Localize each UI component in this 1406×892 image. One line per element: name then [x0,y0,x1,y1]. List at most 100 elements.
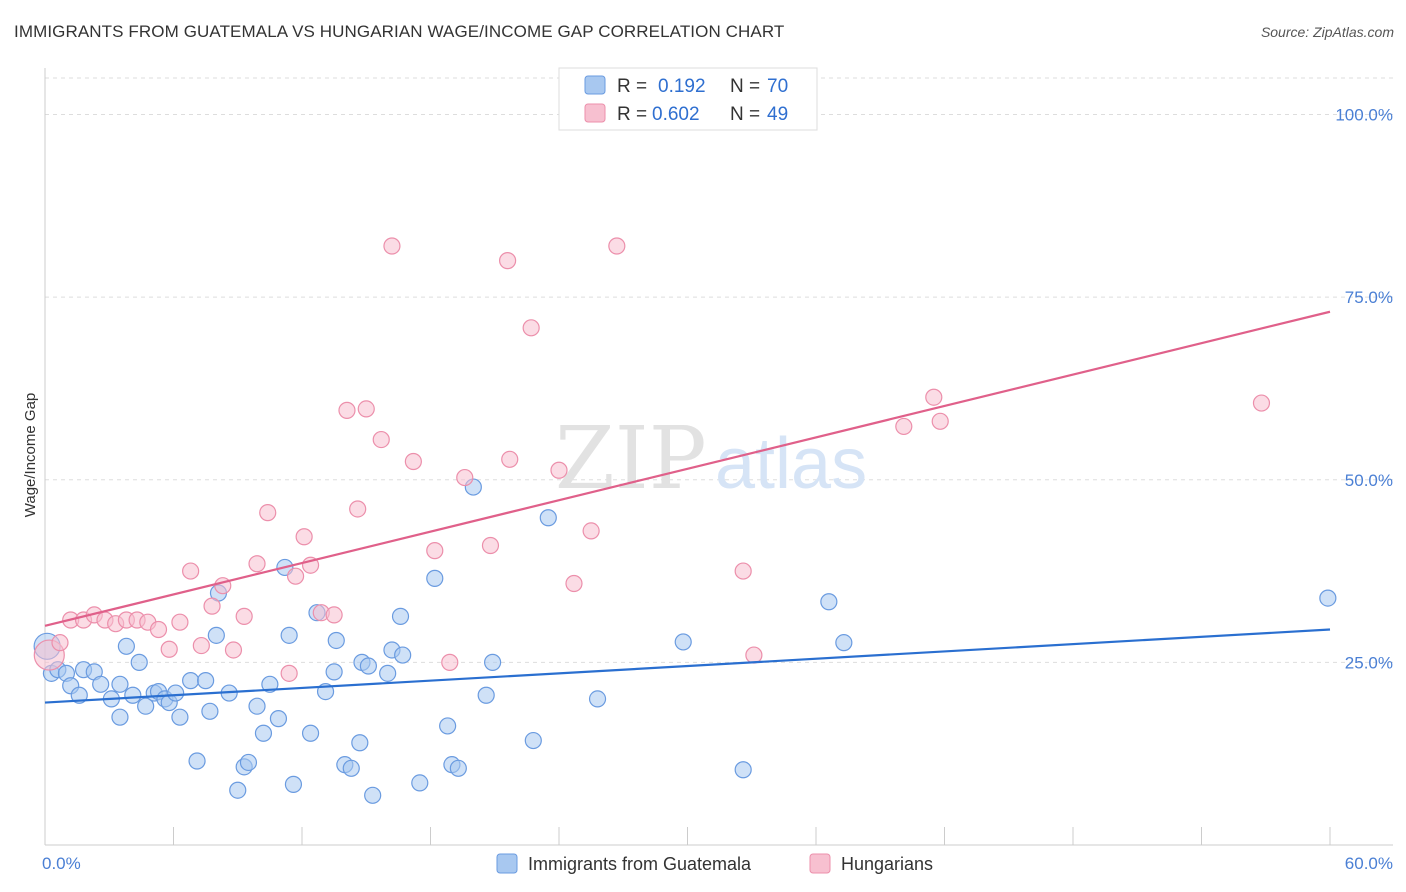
x-tick-min: 0.0% [42,854,81,873]
data-point [182,562,200,580]
y-tick-label: 100.0% [1335,106,1393,125]
data-point [582,522,600,540]
data-point [235,607,253,625]
data-point [550,461,568,479]
series-legend: Immigrants from Guatemala Hungarians [496,853,933,874]
data-point [745,646,763,664]
legend-n-label-2: N = [730,104,760,125]
data-point [357,400,375,418]
data-point [588,690,607,708]
data-point [499,252,517,270]
data-point [394,646,412,664]
data-point [372,430,390,449]
data-point [207,626,225,644]
source-label: Source: ZipAtlas.com [1260,24,1394,40]
legend-r-label-1: R = [617,76,647,97]
y-tick-label: 50.0% [1345,471,1393,490]
data-point [404,452,422,471]
data-point [182,672,200,690]
data-point [280,664,298,682]
data-point [269,710,288,728]
trend-line-hungarians [44,310,1331,627]
legend-n-value-1: 70 [767,76,788,97]
bottom-legend-label-guatemala: Immigrants from Guatemala [528,854,752,874]
data-point [301,724,320,742]
data-point [895,417,913,436]
data-point [192,636,210,655]
grid-lines [45,77,1393,663]
x-tick-max: 60.0% [1345,854,1393,873]
data-point [284,775,303,793]
data-point [92,675,110,693]
data-point [137,697,155,715]
data-point [439,717,457,735]
y-tick-label: 75.0% [1345,288,1393,307]
data-point [931,412,949,430]
data-point [539,509,557,527]
bottom-legend-swatch-blue [496,853,518,874]
data-point [501,450,519,468]
data-point [734,761,752,779]
data-point [565,574,583,593]
data-point [359,657,377,675]
legend-n-value-2: 49 [767,104,788,125]
y-axis-title: Wage/Income Gap [22,393,39,518]
data-point [224,641,243,659]
data-point [820,593,838,611]
data-point [349,500,367,518]
legend-swatch-pink [584,103,606,123]
data-point [201,702,219,720]
data-point [286,567,305,585]
data-point [117,637,135,655]
series-hungarians [33,237,1271,682]
legend-r-label-2: R = [617,104,647,125]
data-point [411,774,429,792]
data-point [484,653,502,671]
data-point [522,319,540,337]
data-point [734,562,752,580]
correlation-legend: R = 0.192 N = 70 R = 0.602 N = 49 [558,67,818,131]
axes [44,68,1393,846]
data-point [130,653,148,671]
y-tick-labels: 25.0% 50.0% 75.0% 100.0% [1335,106,1393,673]
y-tick-label: 25.0% [1345,653,1393,672]
data-point [229,781,247,799]
data-point [149,620,168,639]
data-point [259,504,277,522]
watermark-zip: ZIP [555,409,707,509]
data-point [188,752,206,770]
data-point [197,672,215,690]
legend-r-value-2: 0.602 [652,104,700,125]
data-point [171,708,189,726]
data-point [441,653,459,671]
data-point [338,401,356,419]
data-point [426,542,444,560]
trend-line-guatemala [44,628,1331,704]
data-point [481,536,500,555]
data-point [111,675,129,693]
data-point [835,634,853,652]
data-point [295,528,313,546]
data-point [160,640,178,658]
data-point [391,607,410,625]
data-point [70,686,88,704]
data-point [327,631,345,650]
data-point [248,697,266,715]
data-point [51,634,69,652]
data-point [925,388,943,406]
watermark: ZIP atlas [555,409,867,509]
legend-swatch-blue [584,75,606,95]
data-point [1319,589,1337,607]
data-point [203,597,221,615]
data-point [254,724,273,742]
data-point [239,753,258,772]
data-point [426,569,444,587]
data-point [325,606,343,624]
data-point [477,686,495,704]
data-point [674,633,692,651]
data-point [111,708,129,726]
chart-title: IMMIGRANTS FROM GUATEMALA VS HUNGARIAN W… [14,22,785,41]
data-point [280,626,298,644]
data-point [261,675,279,693]
